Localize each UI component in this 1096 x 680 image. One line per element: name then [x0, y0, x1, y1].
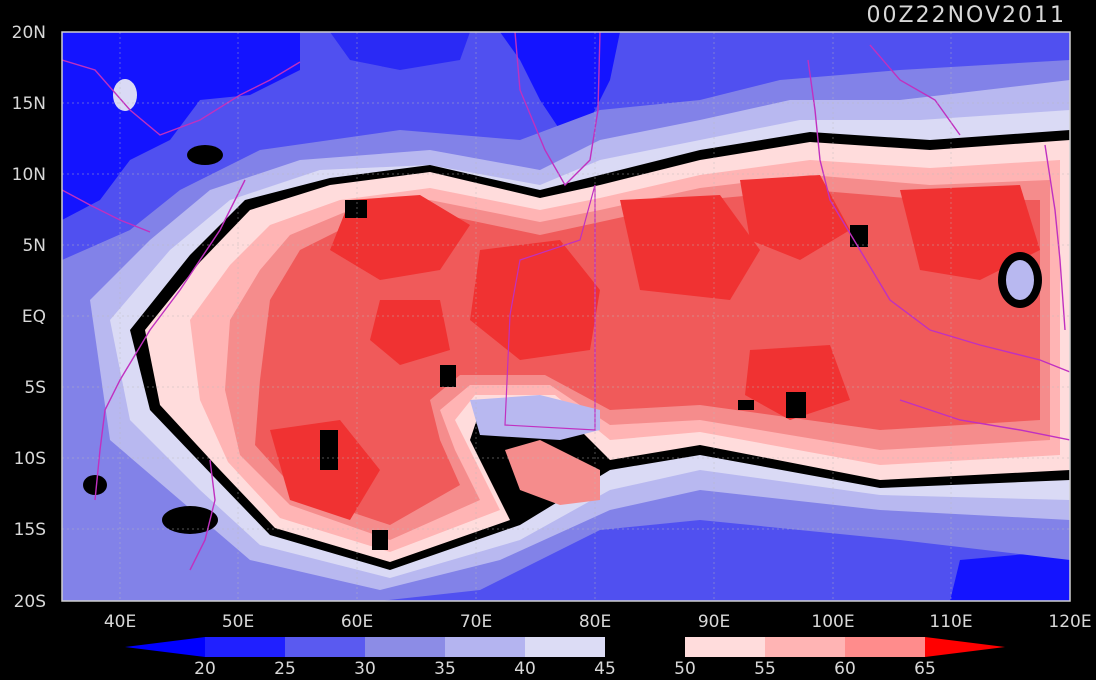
lat-axis: 20N 15N 10N 5N EQ 5S 10S 15S 20S	[12, 23, 46, 612]
deep-red-core-4	[740, 175, 850, 260]
black-blotch	[850, 225, 868, 247]
lon-label: 80E	[579, 612, 611, 632]
black-blotch	[372, 530, 388, 550]
deep-red-core-2	[470, 240, 600, 360]
colorbar-box	[685, 637, 765, 657]
colorbar-level-label: 30	[354, 659, 376, 679]
colorbar-level-label: 35	[434, 659, 456, 679]
colorbar-level-label: 65	[914, 659, 936, 679]
lat-label: EQ	[22, 307, 46, 327]
lat-label: 15S	[14, 520, 46, 540]
lon-label: 70E	[460, 612, 492, 632]
lat-label: 5N	[22, 236, 46, 256]
black-blotch	[440, 365, 456, 387]
colorbar: 20 25 30 35 40 45 50 55 60 65	[125, 637, 1005, 679]
gridlines	[62, 32, 1070, 601]
lat-label: 15N	[12, 94, 46, 114]
lat-label: 5S	[24, 378, 46, 398]
black-blotch	[83, 475, 107, 495]
lon-label: 120E	[1048, 612, 1091, 632]
lat-label: 10N	[12, 165, 46, 185]
colorbar-box	[285, 637, 365, 657]
black-blotch	[187, 145, 223, 165]
colorbar-box	[445, 637, 525, 657]
colorbar-box	[525, 637, 605, 657]
plot-frame	[61, 31, 1071, 602]
colorbar-level-label: 25	[274, 659, 296, 679]
lon-axis: 40E 50E 60E 70E 80E 90E 100E 110E 120E	[104, 612, 1092, 632]
deep-blue-southeast	[950, 550, 1070, 601]
deep-red-core-3	[620, 195, 760, 300]
deep-blue-india	[500, 32, 620, 130]
colorbar-level-label: 45	[594, 659, 616, 679]
colorbar-arrow-left	[125, 637, 205, 657]
black-blotch	[738, 400, 754, 410]
colorbar-box	[765, 637, 845, 657]
black-blotch	[345, 200, 367, 218]
colorbar-box	[205, 637, 285, 657]
colorbar-level-label: 40	[514, 659, 536, 679]
lat-label: 20N	[12, 23, 46, 43]
black-blotch	[786, 392, 806, 418]
colorbar-level-label: 60	[834, 659, 856, 679]
deep-red-core-7	[745, 345, 850, 420]
black-blotch	[320, 430, 338, 470]
colorbar-box	[365, 637, 445, 657]
colorbar-box	[845, 637, 925, 657]
colorbar-level-label: 50	[674, 659, 696, 679]
deep-red-core-5	[900, 185, 1040, 280]
lon-label: 60E	[341, 612, 373, 632]
lon-label: 100E	[811, 612, 854, 632]
south-red-patch	[505, 440, 600, 505]
colorbar-arrow-right	[925, 637, 1005, 657]
lat-label: 10S	[14, 449, 46, 469]
lon-label: 90E	[698, 612, 730, 632]
boundary-box	[504, 184, 596, 431]
colorbar-level-label: 55	[754, 659, 776, 679]
deep-red-core-8	[370, 300, 450, 365]
lon-label: 110E	[929, 612, 972, 632]
colorbar-box	[605, 637, 685, 657]
lon-label: 40E	[104, 612, 136, 632]
coastlines	[62, 32, 1070, 571]
lon-label: 50E	[222, 612, 254, 632]
black-blotch	[162, 506, 218, 534]
contour-field	[62, 32, 1070, 601]
colorbar-level-label: 20	[194, 659, 216, 679]
blue-pocket	[1006, 260, 1034, 300]
deep-blue-north	[330, 32, 470, 70]
lat-label: 20S	[14, 592, 46, 612]
deep-blue-west	[62, 32, 300, 220]
red-region	[255, 190, 1040, 525]
time-label: 00Z22NOV2011	[867, 3, 1066, 28]
